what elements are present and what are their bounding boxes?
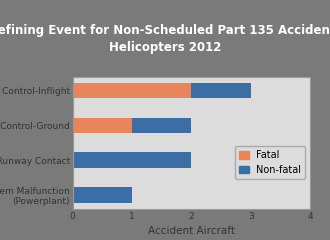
Bar xyxy=(191,83,251,98)
Legend: Fatal, Non-fatal: Fatal, Non-fatal xyxy=(235,146,305,179)
Bar xyxy=(73,83,191,98)
Bar xyxy=(73,118,132,133)
Bar xyxy=(73,187,132,203)
Bar xyxy=(73,152,191,168)
Bar xyxy=(132,118,191,133)
Text: Defining Event for Non-Scheduled Part 135 Accidents
Helicopters 2012: Defining Event for Non-Scheduled Part 13… xyxy=(0,24,330,54)
X-axis label: Accident Aircraft: Accident Aircraft xyxy=(148,226,235,236)
